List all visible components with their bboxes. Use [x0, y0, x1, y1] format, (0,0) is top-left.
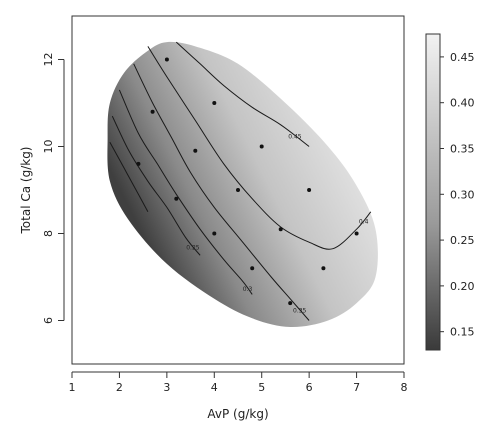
contour-label: 0.25: [186, 245, 200, 252]
data-point: [354, 231, 359, 236]
x-tick-label: 4: [211, 381, 218, 394]
colorbar-tick-label: 0.15: [450, 326, 475, 339]
data-point: [164, 57, 169, 62]
data-point: [250, 266, 255, 271]
x-tick-label: 8: [401, 381, 408, 394]
x-tick-label: 3: [163, 381, 170, 394]
contour-label: 0.3: [243, 286, 253, 293]
data-point: [150, 109, 155, 114]
data-point: [174, 196, 179, 201]
y-axis-label: Total Ca (g/kg): [19, 147, 33, 235]
x-tick-label: 5: [258, 381, 265, 394]
colorbar-tick-label: 0.30: [450, 188, 475, 201]
y-tick-label: 6: [42, 317, 55, 324]
data-point: [136, 161, 141, 166]
contour-line: [109, 141, 149, 213]
data-point: [212, 231, 217, 236]
contour-label: 0.4: [359, 218, 369, 225]
colorbar-tick-label: 0.40: [450, 97, 475, 110]
contour-label: 0.35: [293, 308, 307, 315]
x-axis-label: AvP (g/kg): [207, 407, 268, 421]
contour-labels: 0.45 0.4 0.35 0.3 0.25: [186, 134, 368, 315]
contour-label: 0.45: [288, 134, 302, 141]
contour-line: [133, 63, 310, 321]
data-point: [307, 188, 312, 192]
colorbar-gradient: [425, 33, 441, 351]
colorbar-tick-label: 0.35: [450, 143, 475, 156]
colorbar-ticks: 0.15 0.20 0.25 0.30 0.35 0.40 0.45: [440, 51, 475, 339]
plot-frame: [71, 15, 405, 365]
y-tick-label: 8: [42, 230, 55, 237]
data-point: [236, 188, 240, 192]
contour-line: [147, 46, 372, 250]
data-point: [278, 227, 283, 232]
colorbar-tick-label: 0.20: [450, 280, 475, 293]
x-tick-label: 6: [306, 381, 313, 394]
data-point: [212, 101, 217, 105]
y-tick-label: 10: [42, 140, 55, 154]
data-point: [193, 148, 198, 153]
contour-line: [175, 41, 310, 147]
colorbar-tick-label: 0.25: [450, 234, 475, 247]
contour-line: [111, 115, 201, 256]
contour-lines: [109, 41, 372, 321]
y-tick-label: 12: [42, 53, 55, 67]
y-axis: 6 8 10 12: [42, 53, 65, 324]
plot-area: 0.45 0.4 0.35 0.3 0.25: [71, 15, 405, 365]
x-tick-label: 7: [353, 381, 360, 394]
x-tick-label: 2: [116, 381, 123, 394]
x-axis: 1 2 3 4 5 6 7 8: [69, 371, 408, 394]
scatter-points: [136, 57, 359, 306]
data-point: [288, 301, 293, 306]
contour-line: [118, 89, 253, 295]
x-tick-label: 1: [69, 381, 76, 394]
surface-fill: [107, 41, 378, 328]
data-point: [259, 144, 264, 149]
data-point: [321, 266, 326, 271]
colorbar: 0.15 0.20 0.25 0.30 0.35 0.40 0.45: [425, 33, 475, 351]
colorbar-tick-label: 0.45: [450, 51, 475, 64]
